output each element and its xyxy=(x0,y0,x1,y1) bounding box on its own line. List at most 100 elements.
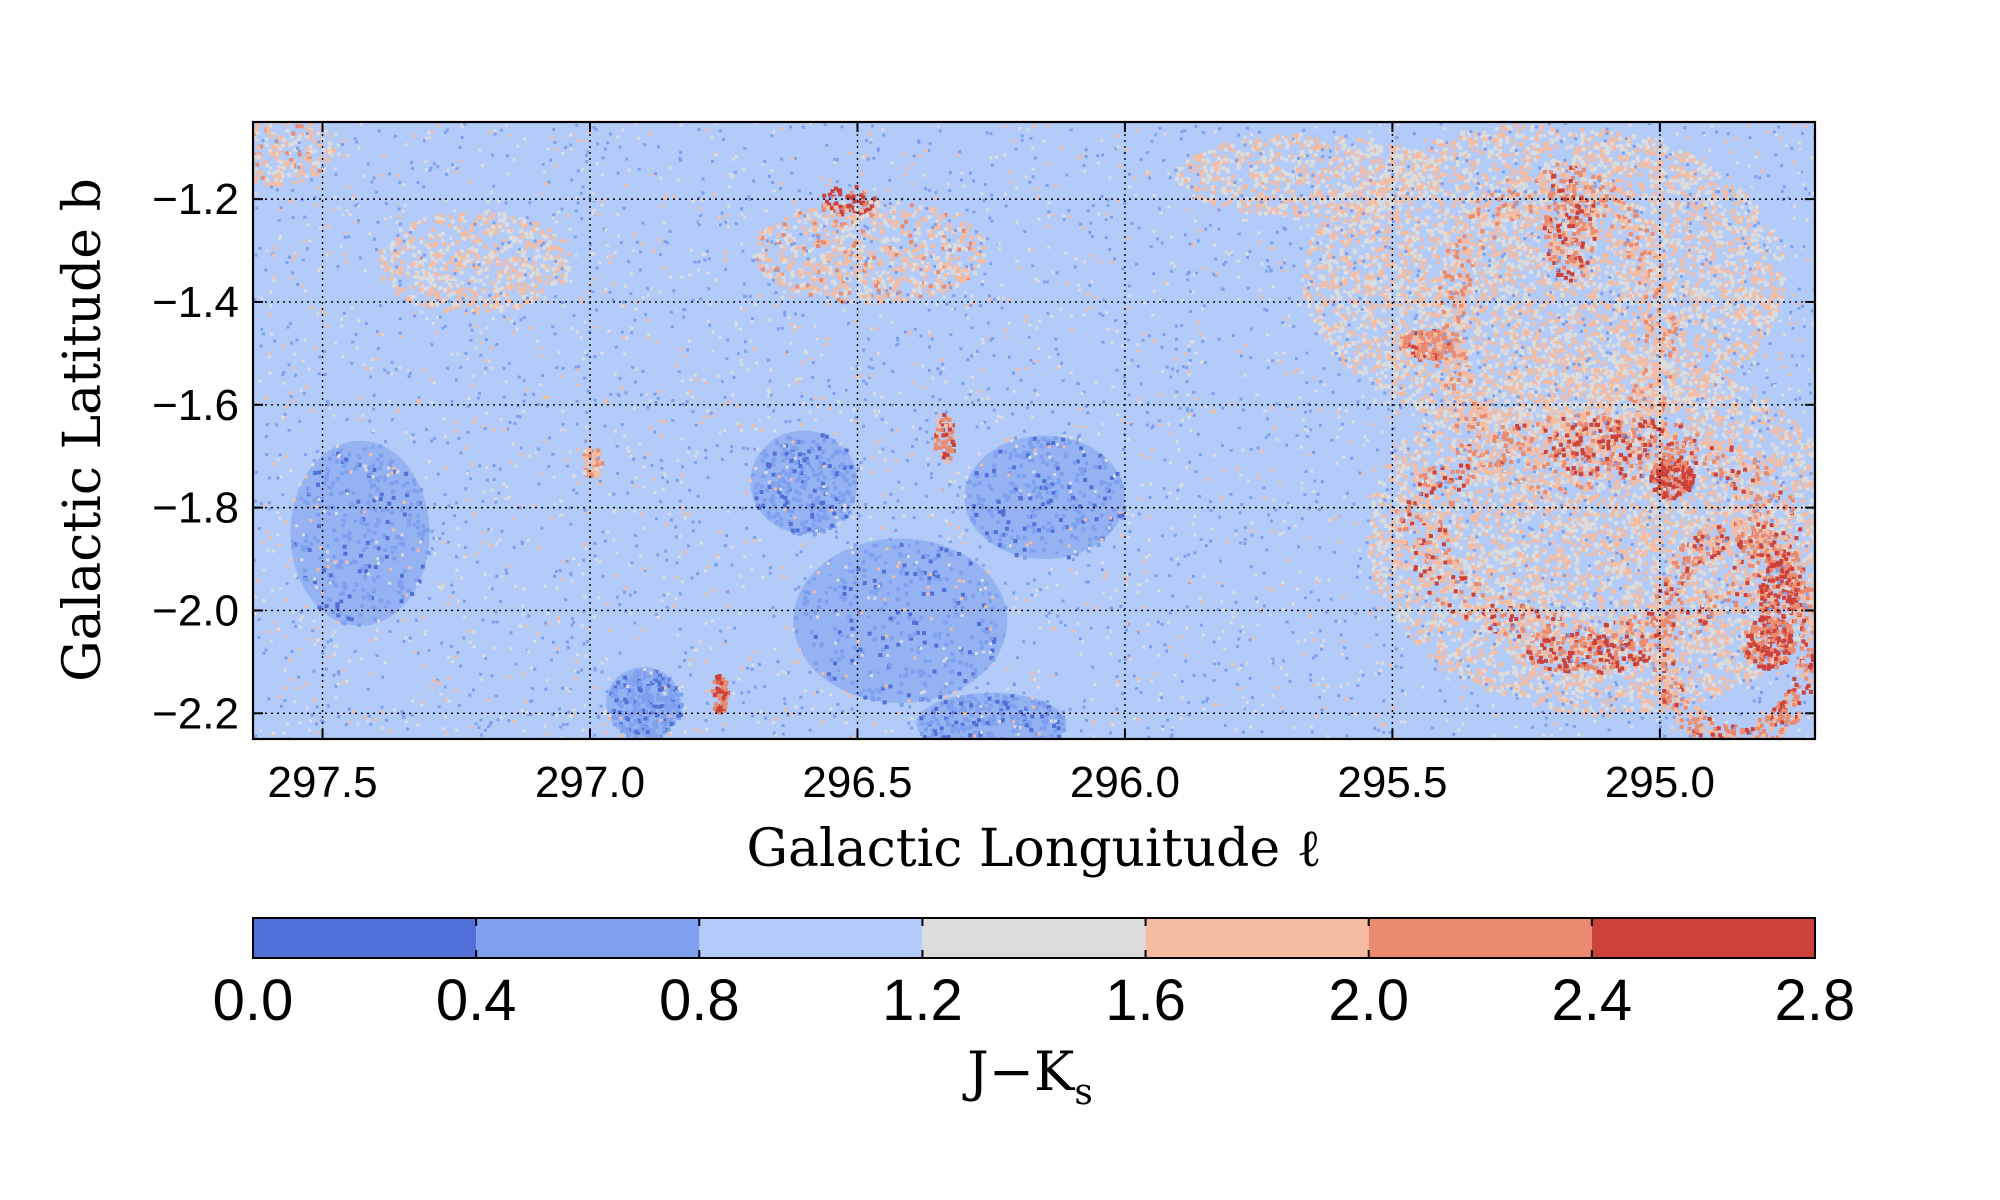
heatmap-pixel xyxy=(1196,188,1201,193)
heatmap-pixel xyxy=(624,700,629,705)
heatmap-pixel xyxy=(967,224,972,229)
heatmap-pixel xyxy=(1283,211,1288,216)
heatmap-pixel xyxy=(1259,191,1264,196)
heatmap-pixel xyxy=(1315,184,1320,189)
heatmap-pixel xyxy=(992,468,997,473)
heatmap-pixel xyxy=(504,286,509,291)
heatmap-pixel xyxy=(1672,226,1677,231)
heatmap-pixel xyxy=(319,496,324,501)
heatmap-pixel xyxy=(375,457,380,462)
heatmap-pixel xyxy=(396,253,401,258)
heatmap-pixel xyxy=(584,464,589,469)
heatmap-pixel xyxy=(511,304,516,309)
heatmap-pixel xyxy=(1494,329,1499,334)
heatmap-pixel xyxy=(389,242,394,247)
heatmap-pixel xyxy=(505,300,510,305)
heatmap-pixel xyxy=(392,269,397,274)
heatmap-pixel xyxy=(347,594,352,599)
heatmap-pixel xyxy=(427,299,432,304)
heatmap-pixel xyxy=(427,279,432,284)
heatmap-pixel xyxy=(595,463,600,468)
heatmap-pixel xyxy=(416,275,421,280)
heatmap-pixel xyxy=(915,227,920,232)
heatmap-pixel xyxy=(795,528,800,533)
heatmap-pixel xyxy=(333,537,338,542)
heatmap-pixel xyxy=(891,215,896,220)
heatmap-pixel xyxy=(1034,706,1039,711)
heatmap-pixel xyxy=(1769,293,1774,298)
heatmap-pixel xyxy=(623,675,628,680)
heatmap-pixel xyxy=(416,519,421,524)
heatmap-pixel xyxy=(1402,189,1407,194)
heatmap-pixel xyxy=(824,599,829,604)
heatmap-pixel xyxy=(359,509,364,514)
heatmap-pixel xyxy=(1433,313,1438,318)
heatmap-pixel xyxy=(1438,407,1443,412)
heatmap-pixel xyxy=(421,523,426,528)
heatmap-pixel xyxy=(431,260,436,265)
heatmap-pixel xyxy=(663,721,668,726)
heatmap-pixel xyxy=(1673,392,1678,397)
heatmap-pixel xyxy=(876,280,881,285)
heatmap-pixel xyxy=(858,241,863,246)
heatmap-pixel xyxy=(623,697,628,702)
heatmap-pixel xyxy=(971,594,976,599)
heatmap-pixel xyxy=(328,141,333,146)
heatmap-pixel xyxy=(760,267,765,272)
heatmap-pixel xyxy=(300,164,305,169)
heatmap-pixel xyxy=(339,454,344,459)
heatmap-pixel xyxy=(413,264,418,269)
heatmap-pixel xyxy=(968,241,973,246)
heatmap-pixel xyxy=(463,310,468,315)
heatmap-pixel xyxy=(1341,175,1346,180)
heatmap-pixel xyxy=(585,469,590,474)
heatmap-pixel xyxy=(550,281,555,286)
heatmap-pixel xyxy=(791,255,796,260)
heatmap-pixel xyxy=(981,239,986,244)
heatmap-pixel xyxy=(1046,442,1051,447)
heatmap-pixel xyxy=(1595,358,1600,363)
heatmap-pixel xyxy=(939,281,944,286)
heatmap-pixel xyxy=(215,138,219,142)
heatmap-pixel xyxy=(801,250,806,255)
heatmap-pixel xyxy=(770,499,775,504)
heatmap-pixel xyxy=(1612,360,1617,365)
heatmap-pixel xyxy=(1610,416,1615,421)
heatmap-pixel xyxy=(490,281,495,286)
heatmap-pixel xyxy=(895,621,900,626)
heatmap-pixel xyxy=(1368,142,1373,147)
heatmap-pixel xyxy=(594,452,599,457)
heatmap-pixel xyxy=(1678,301,1683,306)
heatmap-pixel xyxy=(654,719,659,724)
heatmap-pixel xyxy=(472,234,477,239)
heatmap-pixel xyxy=(297,152,302,157)
heatmap-pixel xyxy=(1452,166,1457,171)
heatmap-pixel xyxy=(1014,713,1019,718)
heatmap-pixel xyxy=(998,754,1002,758)
heatmap-pixel xyxy=(830,470,835,475)
heatmap-pixel xyxy=(961,706,966,711)
heatmap-pixel xyxy=(914,237,919,242)
heatmap-pixel xyxy=(867,249,872,254)
heatmap-pixel xyxy=(1438,179,1443,184)
heatmap-pixel xyxy=(393,257,398,262)
heatmap-pixel xyxy=(774,520,779,525)
heatmap-pixel xyxy=(1487,154,1492,159)
heatmap-pixel xyxy=(1616,271,1621,276)
heatmap-pixel xyxy=(511,274,516,279)
heatmap-pixel xyxy=(287,116,291,120)
heatmap-pixel xyxy=(921,696,926,701)
heatmap-pixel xyxy=(1752,347,1757,352)
heatmap-pixel xyxy=(397,265,402,270)
heatmap-pixel xyxy=(895,610,900,615)
heatmap-pixel xyxy=(1107,482,1112,487)
heatmap-pixel xyxy=(961,228,966,233)
heatmap-pixel xyxy=(816,477,821,482)
heatmap-pixel xyxy=(1341,191,1346,196)
heatmap-pixel xyxy=(401,287,406,292)
heatmap-pixel xyxy=(422,217,427,222)
heatmap-pixel xyxy=(1075,473,1080,478)
heatmap-pixel xyxy=(368,472,373,477)
heatmap-pixel xyxy=(310,168,315,173)
heatmap-pixel xyxy=(1636,272,1641,277)
